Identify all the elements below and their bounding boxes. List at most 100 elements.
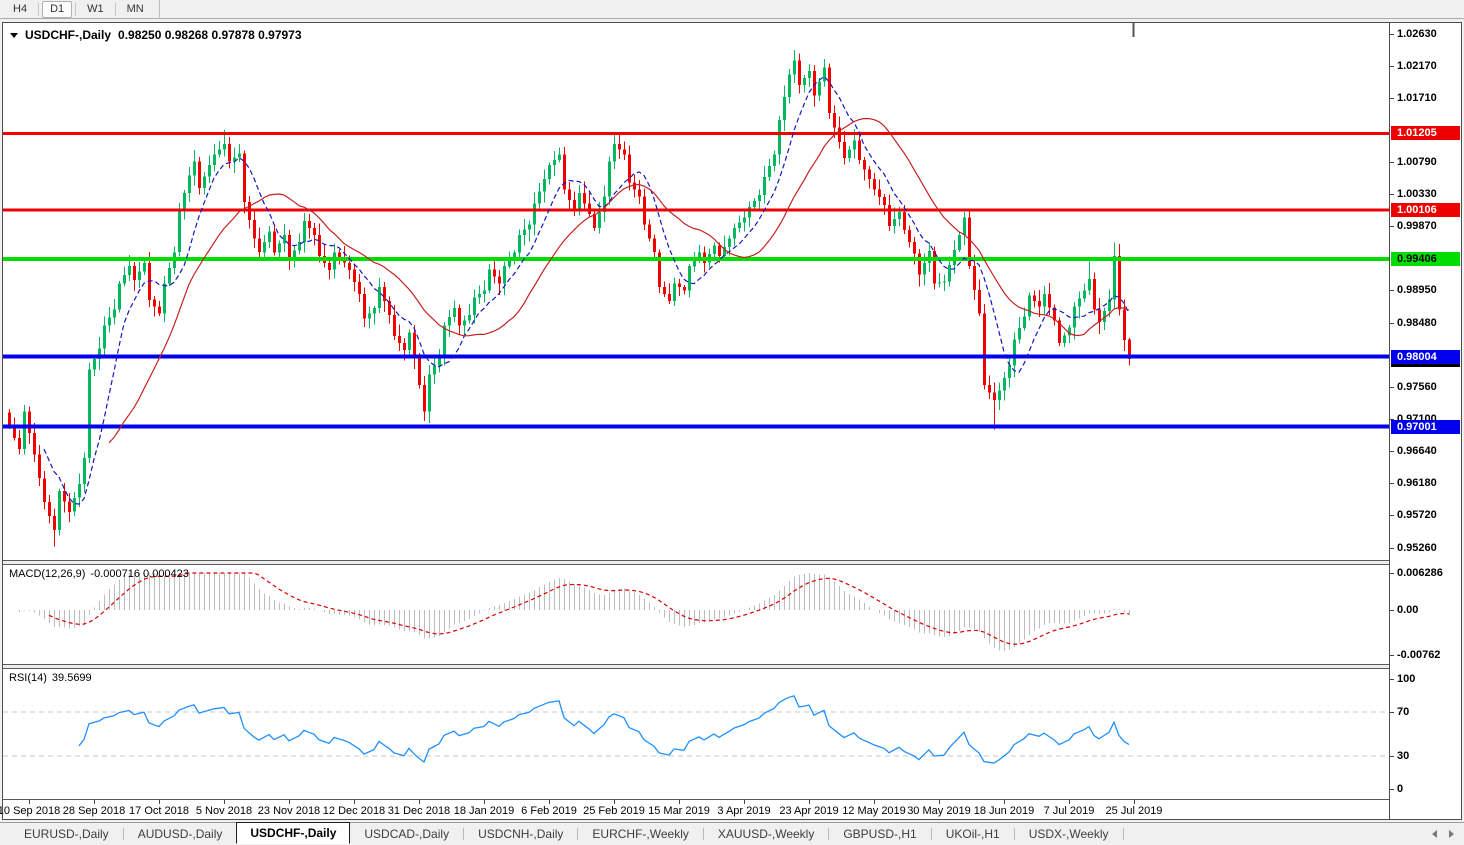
price-axis-tick-label: 0.98480 xyxy=(1397,316,1437,329)
date-axis[interactable]: 10 Sep 2018 28 Sep 2018 17 Oct 2018 5 Nov 2… xyxy=(0,799,1389,819)
price-axis-tickmark xyxy=(1390,226,1394,227)
hline-price-badge[interactable]: 1.00106 xyxy=(1391,203,1460,217)
pane-separator[interactable] xyxy=(3,664,1461,669)
date-axis-tickmark xyxy=(159,800,160,804)
timeframe-button-d1[interactable]: D1 xyxy=(42,0,73,18)
date-axis-label: 23 Nov 2018 xyxy=(257,805,321,817)
macd-chart-canvas[interactable] xyxy=(3,565,1389,664)
rsi-chart-canvas[interactable] xyxy=(3,669,1389,799)
tab-usdcnh-daily[interactable]: USDCNH-,Daily xyxy=(464,823,577,845)
macd-axis-tick-label: -0.00762 xyxy=(1397,648,1441,661)
date-axis-label: 7 Jul 2019 xyxy=(1043,805,1095,817)
date-axis-tickmark xyxy=(679,800,680,804)
pane-separator[interactable] xyxy=(3,560,1461,565)
date-axis-label: 30 May 2019 xyxy=(907,805,971,817)
tab-usdcad-daily[interactable]: USDCAD-,Daily xyxy=(350,823,463,845)
rsi-indicator-value: 39.5699 xyxy=(51,672,92,684)
hline-price-badge[interactable]: 0.97001 xyxy=(1391,419,1460,434)
price-axis-tickmark xyxy=(1390,97,1394,99)
macd-axis-tickmark xyxy=(1390,654,1394,656)
price-axis-tickmark xyxy=(1390,161,1394,163)
tab-eurchf-weekly[interactable]: EURCHF-,Weekly xyxy=(578,823,702,845)
timeframe-button-h4[interactable]: H4 xyxy=(5,1,35,18)
price-axis-tick-label: 1.02170 xyxy=(1397,59,1437,72)
price-chart-canvas[interactable] xyxy=(3,23,1389,560)
tab-xauusd-weekly[interactable]: XAUUSD-,Weekly xyxy=(704,823,828,845)
price-axis-tick-label: 0.97100 xyxy=(1397,414,1437,425)
hline-price-badge[interactable]: 0.99406 xyxy=(1391,251,1460,266)
date-axis-label: 25 Jul 2019 xyxy=(1105,805,1163,817)
tab-separator xyxy=(122,827,124,840)
date-axis-tickmark xyxy=(484,800,485,804)
chart-window: USDCHF-,Daily 0.98250 0.98268 0.97878 0.… xyxy=(0,22,1462,820)
tab-usdx-weekly[interactable]: USDX-,Weekly xyxy=(1015,823,1123,845)
tab-scroll-left-icon[interactable] xyxy=(1432,829,1437,838)
timeframe-button-w1[interactable]: W1 xyxy=(79,1,112,18)
date-axis-tickmark xyxy=(549,800,550,804)
chart-title: USDCHF-,Daily 0.98250 0.98268 0.97878 0.… xyxy=(10,28,302,42)
tab-separator xyxy=(463,827,465,840)
date-axis-label: 18 Jun 2019 xyxy=(973,805,1035,817)
price-axis-tick-label: 1.02630 xyxy=(1397,27,1437,40)
date-axis-tickmark xyxy=(1134,800,1135,804)
rsi-indicator-name: RSI(14) xyxy=(9,672,47,684)
tab-separator xyxy=(1013,827,1015,840)
price-axis-tickmark xyxy=(1390,387,1394,389)
symbol-dropdown-icon[interactable] xyxy=(10,32,18,38)
price-axis-tick-label: 0.96180 xyxy=(1397,477,1437,490)
tab-separator xyxy=(930,827,932,840)
tab-gbpusd-h1[interactable]: GBPUSD-,H1 xyxy=(829,823,930,845)
price-axis-tick-label: 0.97560 xyxy=(1397,381,1437,394)
toolbar-separator xyxy=(114,2,116,16)
rsi-axis-tickmark xyxy=(1390,788,1394,790)
rsi-label: RSI(14) 39.5699 xyxy=(9,672,92,684)
tab-usdchf-daily[interactable]: USDCHF-,Daily xyxy=(236,821,351,844)
date-axis-tickmark xyxy=(1004,800,1005,804)
rsi-axis-tick-label: 30 xyxy=(1397,749,1410,762)
date-axis-tickmark xyxy=(1069,800,1070,804)
price-axis-tick-label: 1.00330 xyxy=(1397,187,1437,200)
toolbar-separator xyxy=(75,2,77,16)
macd-axis-tick-label: 0.00 xyxy=(1397,603,1419,616)
macd-axis-tickmark xyxy=(1390,572,1394,574)
price-axis-tickmark xyxy=(1390,547,1394,549)
date-axis-label: 10 Sep 2018 xyxy=(0,805,61,817)
timeframe-button-mn[interactable]: MN xyxy=(119,1,152,18)
price-axis[interactable]: 1.02630 1.02170 1.01710 1.00790 1.00330 0.998… xyxy=(1389,23,1461,819)
date-axis-tickmark xyxy=(939,800,940,804)
chart-tab-bar: EURUSD-,Daily AUDUSD-,Daily USDCHF-,Dail… xyxy=(0,821,1464,845)
tab-eurusd-daily[interactable]: EURUSD-,Daily xyxy=(10,823,123,845)
tab-scroll-right-icon[interactable] xyxy=(1449,829,1454,838)
rsi-axis-tick-label: 100 xyxy=(1397,672,1416,685)
tab-audusd-daily[interactable]: AUDUSD-,Daily xyxy=(124,823,237,845)
rsi-axis-tickmark xyxy=(1390,678,1394,680)
rsi-axis-tick-label: 0 xyxy=(1397,782,1404,795)
price-axis-tickmark xyxy=(1390,483,1394,485)
date-axis-label: 5 Nov 2018 xyxy=(195,805,253,817)
date-axis-tickmark xyxy=(809,800,810,804)
price-axis-tickmark xyxy=(1390,65,1394,67)
chart-symbol-label: USDCHF-,Daily xyxy=(25,28,112,42)
date-axis-label: 12 Dec 2018 xyxy=(322,805,386,817)
macd-axis-tickmark xyxy=(1390,609,1394,611)
date-axis-tickmark xyxy=(354,800,355,804)
date-axis-tickmark xyxy=(744,800,745,804)
date-axis-tickmark xyxy=(289,800,290,804)
price-axis-tick-label: 0.95720 xyxy=(1397,509,1437,522)
price-axis-tickmark xyxy=(1390,193,1394,195)
timeframe-toolbar: H4 D1 W1 MN xyxy=(0,0,1464,19)
price-axis-tick-label: 1.01710 xyxy=(1397,91,1437,104)
tab-ukoil-h1[interactable]: UKOil-,H1 xyxy=(932,823,1014,845)
price-axis-tick-label: 0.96640 xyxy=(1397,445,1437,458)
hline-price-badge[interactable]: 1.01205 xyxy=(1391,126,1460,141)
hline-price-badge[interactable]: 0.98004 xyxy=(1391,349,1460,364)
tab-separator xyxy=(1122,827,1124,840)
price-axis-tick-label: 0.99870 xyxy=(1397,220,1437,232)
macd-label: MACD(12,26,9) -0.000716 0.000423 xyxy=(9,568,189,580)
date-axis-tickmark xyxy=(94,800,95,804)
macd-indicator-values: -0.000716 0.000423 xyxy=(90,568,189,580)
price-axis-tickmark xyxy=(1390,290,1394,292)
date-axis-label: 25 Feb 2019 xyxy=(583,805,645,817)
price-axis-tickmark xyxy=(1390,33,1394,35)
date-axis-tickmark xyxy=(224,800,225,804)
